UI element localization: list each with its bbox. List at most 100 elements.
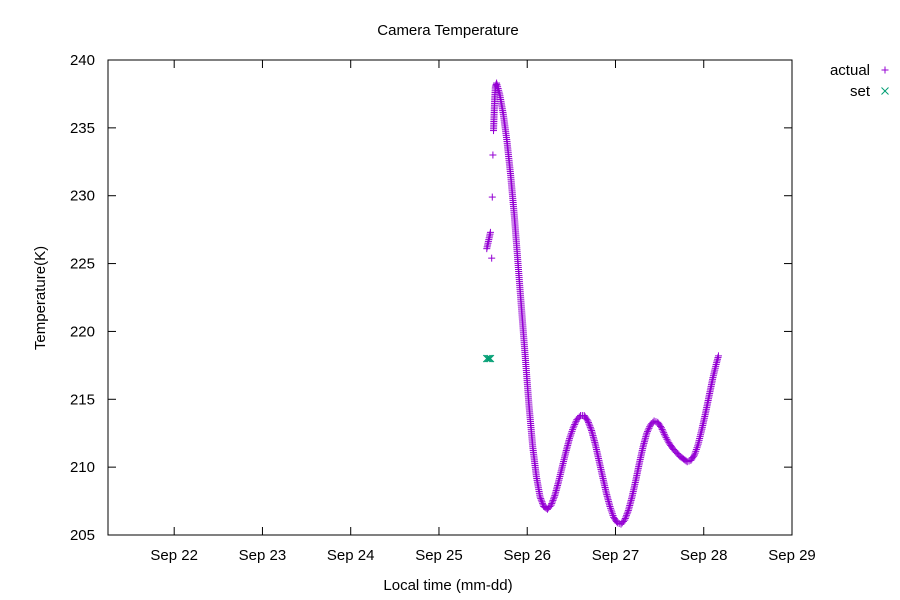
trace-actual [537, 495, 545, 503]
x-axis: Sep 22 Sep 23 Sep 24 Sep 25 Sep 26 Sep 27 Sep … [150, 60, 816, 564]
trace-actual [548, 500, 556, 508]
trace-actual [548, 498, 556, 506]
trace-actual [549, 496, 557, 504]
trace-actual [570, 422, 578, 430]
trace-actual [585, 420, 593, 428]
point-actual [566, 435, 574, 443]
trace-actual [658, 425, 666, 433]
trace-actual [585, 419, 593, 427]
y-tick-label: 210 [70, 459, 95, 476]
y-tick-label: 240 [70, 52, 95, 69]
y-tick-label: 235 [70, 120, 95, 137]
legend-label-set: set [850, 83, 871, 100]
trace-actual [623, 510, 631, 518]
trace-actual [692, 447, 700, 455]
x-tick-label: Sep 26 [503, 547, 551, 564]
trace-actual [660, 429, 668, 437]
y-tick-label: 230 [70, 188, 95, 205]
trace-actual [569, 426, 577, 434]
trace-actual [583, 416, 591, 424]
y-axis: 205 210 215 220 225 230 235 240 [70, 52, 792, 544]
legend-marker-set [881, 87, 889, 95]
trace-actual [495, 86, 503, 94]
point-actual [714, 352, 722, 360]
x-axis-label: Local time (mm-dd) [383, 577, 512, 594]
series-layer [482, 79, 722, 528]
trace-actual [608, 508, 616, 516]
point-set [485, 354, 494, 363]
x-tick-label: Sep 23 [239, 547, 287, 564]
trace-actual [538, 498, 546, 506]
trace-actual [607, 506, 615, 514]
trace-actual [567, 431, 575, 439]
trace-actual [623, 511, 631, 519]
trace-actual [550, 495, 558, 503]
trace-actual [537, 496, 545, 504]
point-actual [621, 516, 629, 524]
point-actual [536, 493, 544, 501]
trace-actual [495, 88, 503, 96]
trace-actual [494, 85, 502, 92]
trace-actual [587, 425, 595, 433]
point-actual [691, 451, 699, 459]
x-tick-label: Sep 25 [415, 547, 463, 564]
trace-actual [586, 423, 594, 431]
trace-actual [493, 81, 501, 89]
legend: actual set [830, 62, 889, 100]
trace-actual [643, 428, 651, 436]
series-set [482, 354, 495, 363]
trace-actual [566, 433, 574, 441]
point-set [486, 354, 495, 363]
trace-actual [571, 421, 579, 429]
trace-actual [609, 512, 617, 520]
trace-actual [607, 504, 615, 512]
legend-label-actual: actual [830, 62, 870, 79]
point-set [482, 354, 491, 363]
point-set [484, 354, 492, 363]
x-tick-label: Sep 29 [768, 547, 816, 564]
trace-actual [692, 446, 700, 453]
point-actual [643, 429, 651, 437]
y-tick-label: 205 [70, 527, 95, 544]
point-actual [486, 228, 494, 236]
trace-actual [657, 422, 665, 430]
y-tick-label: 220 [70, 323, 95, 340]
series-actual [483, 79, 722, 528]
y-tick-label: 225 [70, 256, 95, 273]
point-actual [606, 503, 614, 510]
x-tick-label: Sep 27 [592, 547, 640, 564]
trace-actual [494, 83, 502, 91]
point-actual [493, 79, 501, 87]
trace-actual [586, 422, 594, 430]
trace-actual [659, 427, 667, 435]
trace-actual [621, 514, 629, 522]
point-actual [584, 417, 592, 425]
trace-actual [567, 429, 575, 437]
trace-actual [571, 419, 579, 427]
point-actual [657, 424, 665, 432]
trace-actual [608, 510, 616, 518]
trace-actual [691, 449, 699, 457]
x-tick-label: Sep 24 [327, 547, 375, 564]
trace-actual [624, 508, 632, 516]
trace-actual [644, 426, 652, 434]
trace-actual [694, 442, 702, 450]
point-actual [488, 254, 496, 262]
point-actual [547, 501, 555, 509]
trace-actual [622, 513, 630, 521]
chart-title: Camera Temperature [377, 22, 518, 39]
trace-actual [660, 430, 668, 438]
point-actual [489, 151, 497, 159]
x-tick-label: Sep 22 [150, 547, 198, 564]
trace-actual [550, 493, 558, 501]
trace-actual [568, 427, 576, 435]
plot-frame [107, 59, 793, 536]
trace-actual [693, 444, 701, 452]
trace-actual [645, 424, 653, 432]
trace-actual [690, 452, 698, 460]
x-tick-label: Sep 28 [680, 547, 728, 564]
point-actual [569, 424, 577, 432]
y-tick-label: 215 [70, 391, 95, 408]
legend-marker-actual [881, 66, 889, 74]
